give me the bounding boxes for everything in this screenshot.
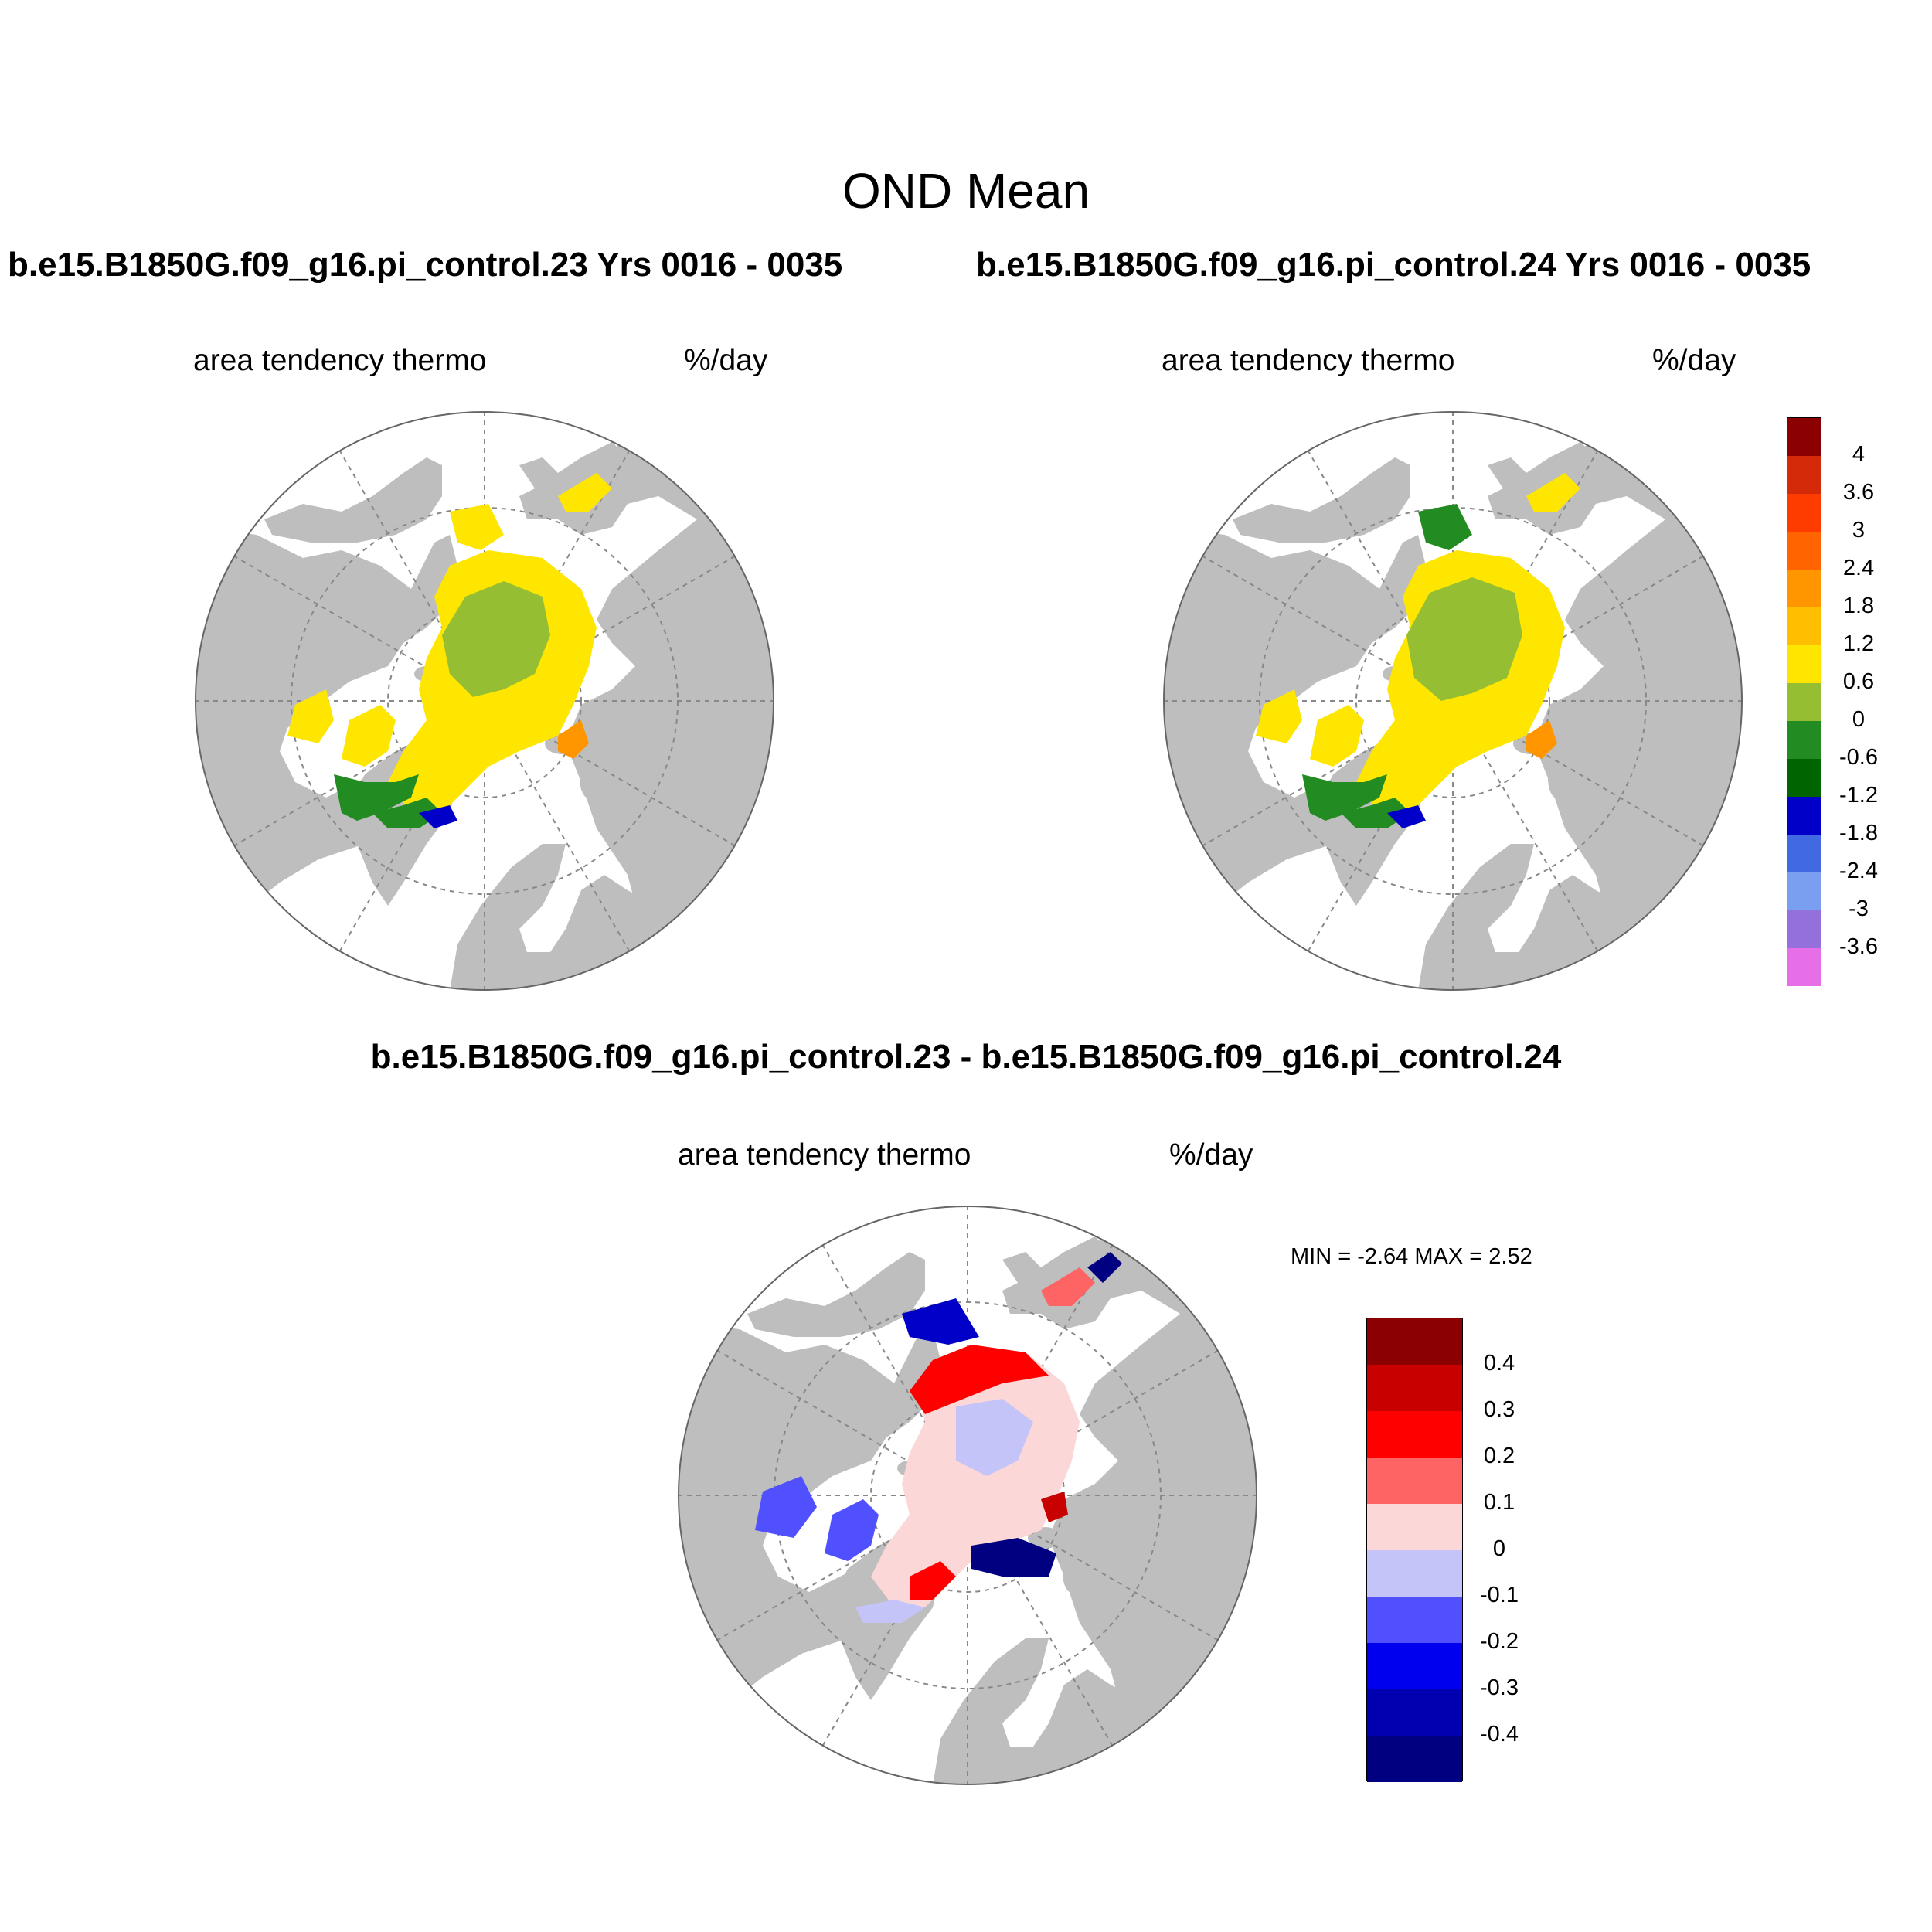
panel-3-field-label: area tendency thermo — [678, 1138, 971, 1172]
top-colorbar-tick-label: -3.6 — [1839, 934, 1878, 959]
panel-1-units: %/day — [684, 344, 768, 377]
top-colorbar-tick-label: 0.6 — [1842, 669, 1875, 694]
difference-colorbar-tick-label: 0.4 — [1483, 1351, 1515, 1376]
difference-colorbar-tick-label: 0.1 — [1483, 1490, 1515, 1515]
difference-colorbar-swatch — [1367, 1550, 1462, 1597]
difference-colorbar-swatch — [1367, 1643, 1462, 1689]
top-colorbar-swatch — [1787, 456, 1821, 494]
difference-colorbar-swatch — [1367, 1504, 1462, 1550]
figure-title: OND Mean — [842, 163, 1090, 219]
top-colorbar-tick-label: 4 — [1852, 442, 1866, 467]
top-colorbar — [1787, 417, 1821, 986]
top-colorbar-tick-label: 3.6 — [1842, 480, 1875, 505]
top-colorbar-swatch — [1787, 683, 1821, 721]
difference-colorbar-tick-label: -0.4 — [1480, 1722, 1519, 1747]
panel-2-polar-map — [1163, 411, 1743, 991]
panel-3-difference-polar-map — [678, 1206, 1257, 1785]
panel-2-field-label: area tendency thermo — [1162, 344, 1455, 377]
top-colorbar-tick-label: 0 — [1852, 707, 1866, 732]
top-colorbar-tick-label: -2.4 — [1839, 859, 1878, 883]
panel-1-run-title: b.e15.B1850G.f09_g16.pi_control.23 Yrs 0… — [8, 246, 843, 284]
panel-3-units: %/day — [1169, 1138, 1253, 1172]
difference-colorbar-tick-label: -0.3 — [1480, 1675, 1519, 1700]
top-colorbar-tick-label: -1.2 — [1839, 783, 1878, 808]
panel-3-min-max: MIN = -2.64 MAX = 2.52 — [1291, 1244, 1532, 1269]
top-colorbar-tick-label: 1.2 — [1842, 631, 1875, 656]
difference-colorbar-swatch — [1367, 1365, 1462, 1411]
difference-colorbar-swatch — [1367, 1736, 1462, 1782]
difference-colorbar-swatch — [1367, 1411, 1462, 1458]
difference-colorbar-tick-label: -0.2 — [1480, 1629, 1519, 1654]
difference-colorbar-swatch — [1367, 1318, 1462, 1365]
top-colorbar-tick-label: -0.6 — [1839, 745, 1878, 770]
top-colorbar-tick-label: 2.4 — [1842, 556, 1875, 580]
top-colorbar-swatch — [1787, 532, 1821, 570]
difference-colorbar-tick-label: 0.2 — [1483, 1444, 1515, 1468]
top-colorbar-tick-label: -1.8 — [1839, 821, 1878, 845]
top-colorbar-swatch — [1787, 645, 1821, 683]
panel-3-run-title: b.e15.B1850G.f09_g16.pi_control.23 - b.e… — [370, 1038, 1562, 1076]
top-colorbar-tick-label: 3 — [1852, 518, 1866, 543]
difference-colorbar — [1366, 1318, 1463, 1782]
panel-2-units: %/day — [1652, 344, 1736, 377]
top-colorbar-swatch — [1787, 607, 1821, 645]
difference-colorbar-tick-label: 0.3 — [1483, 1397, 1515, 1422]
top-colorbar-swatch — [1787, 418, 1821, 456]
top-colorbar-tick-label: -3 — [1849, 896, 1869, 921]
top-colorbar-swatch — [1787, 910, 1821, 948]
top-colorbar-swatch — [1787, 570, 1821, 607]
top-colorbar-swatch — [1787, 948, 1821, 986]
top-colorbar-swatch — [1787, 721, 1821, 759]
difference-colorbar-swatch — [1367, 1458, 1462, 1504]
panel-1-field-label: area tendency thermo — [193, 344, 487, 377]
difference-colorbar-swatch — [1367, 1597, 1462, 1643]
top-colorbar-tick-label: 1.8 — [1842, 594, 1875, 618]
difference-colorbar-tick-label: -0.1 — [1480, 1583, 1519, 1607]
top-colorbar-swatch — [1787, 872, 1821, 910]
top-colorbar-swatch — [1787, 797, 1821, 835]
difference-colorbar-tick-label: 0 — [1492, 1536, 1506, 1561]
top-colorbar-swatch — [1787, 494, 1821, 532]
difference-colorbar-swatch — [1367, 1689, 1462, 1736]
top-colorbar-swatch — [1787, 759, 1821, 797]
panel-2-run-title: b.e15.B1850G.f09_g16.pi_control.24 Yrs 0… — [976, 246, 1811, 284]
panel-1-polar-map — [195, 411, 774, 991]
top-colorbar-swatch — [1787, 835, 1821, 872]
